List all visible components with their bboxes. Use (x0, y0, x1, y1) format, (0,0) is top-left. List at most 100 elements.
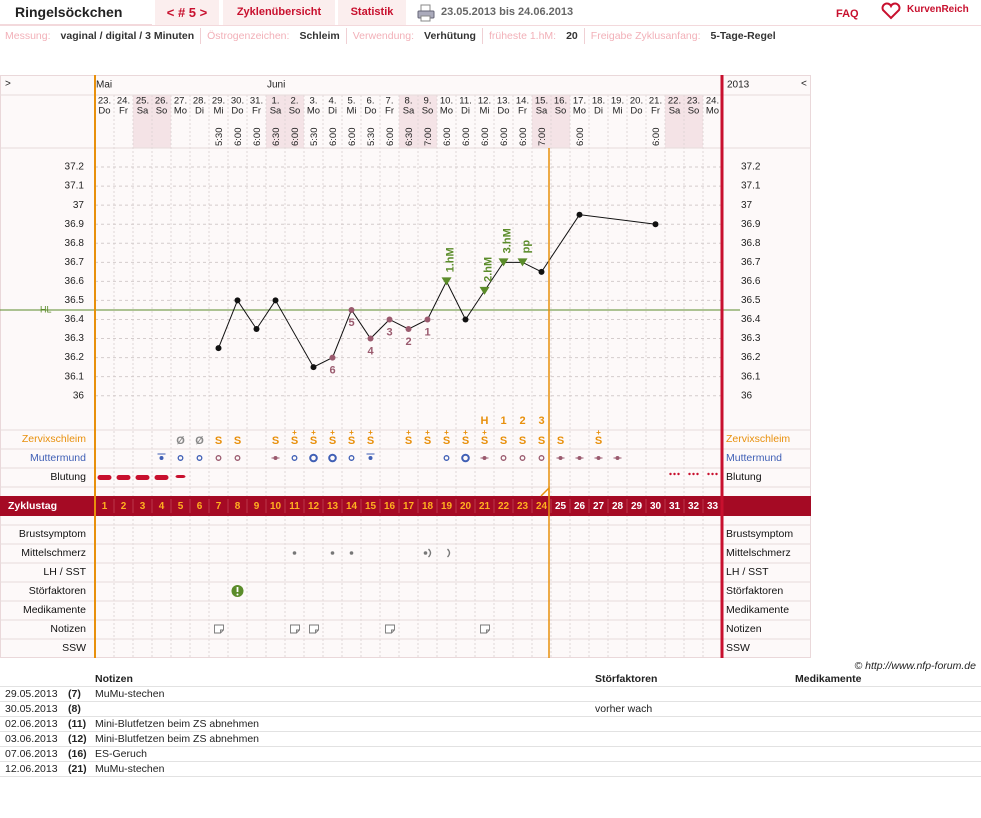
row-label: Zervixschleim (22, 433, 86, 445)
day-weekday: Sa (403, 106, 415, 117)
tab[interactable]: Statistik (338, 0, 406, 25)
row-label-right: Mittelschmerz (726, 547, 791, 559)
cycle-day: 17 (403, 501, 415, 512)
pain-arc (428, 548, 432, 558)
note-text: ES-Geruch (90, 746, 590, 762)
spotting-dot (692, 472, 695, 476)
note-date: 29.05.2013 (0, 686, 63, 702)
note-medication (790, 731, 981, 747)
cervical-sign: S (291, 435, 298, 447)
marker-point (479, 286, 490, 295)
day-weekday: Fr (651, 106, 660, 117)
y-tick-label-right: 36.7 (741, 257, 761, 268)
cycle-day: 14 (346, 501, 358, 512)
day-date: 2. (291, 96, 299, 107)
row-label-right: LH / SST (726, 566, 769, 578)
cervix-symbol (215, 455, 222, 461)
cervix-symbol (291, 455, 298, 461)
temperature-point (367, 335, 374, 342)
cycle-day: 28 (612, 501, 624, 512)
day-weekday: Mo (440, 106, 453, 117)
spotting-dot (715, 472, 718, 476)
y-tick-label: 36.9 (65, 219, 85, 230)
note-icon[interactable] (309, 624, 319, 634)
note-icon[interactable] (214, 624, 224, 634)
notes-row: 07.06.2013 (16) ES-Geruch (0, 746, 981, 762)
temperature-point (462, 316, 469, 323)
row-label: Muttermund (30, 452, 86, 464)
note-icon[interactable] (385, 624, 395, 634)
cycle-day: 20 (460, 501, 472, 512)
day-date: 28. (193, 96, 206, 107)
cervix-symbol (538, 455, 545, 461)
faq-link[interactable]: FAQ (836, 8, 859, 20)
y-tick-label-right: 37.1 (741, 181, 761, 192)
note-cycle-day: (7) (63, 686, 90, 702)
print-icon[interactable] (417, 4, 435, 22)
day-date: 1. (272, 96, 280, 107)
measure-time: 6:00 (252, 128, 263, 147)
weekend-column (684, 95, 703, 148)
day-date: 15. (535, 96, 548, 107)
measure-time: 6:30 (404, 128, 415, 147)
temperature-point (386, 316, 393, 323)
measure-time: 7:00 (423, 128, 434, 147)
day-date: 19. (611, 96, 624, 107)
setting-label: Messung: (5, 30, 51, 42)
logo-heart (881, 2, 901, 20)
row-label-right: Muttermund (726, 452, 782, 464)
temperature-point (234, 297, 241, 304)
row-label-right: Blutung (726, 471, 762, 483)
note-text: Mini-Blutfetzen beim ZS abnehmen (90, 731, 590, 747)
scroll-left[interactable]: > (5, 79, 11, 90)
cervical-plus: + (406, 428, 411, 437)
logo-text[interactable]: KurvenReich (907, 4, 969, 15)
day-date: 30. (231, 96, 244, 107)
setting-label: Östrogenzeichen: (207, 30, 290, 42)
scroll-right[interactable]: < (801, 79, 807, 90)
day-weekday: Do (231, 106, 243, 117)
measure-time: 6:00 (480, 128, 491, 147)
marker-point (498, 258, 509, 267)
cervical-plus: + (482, 428, 487, 437)
cervix-symbol (234, 455, 241, 461)
cervical-plus: + (368, 428, 373, 437)
day-date: 24. (117, 96, 130, 107)
tab[interactable]: Zyklenübersicht (223, 0, 335, 25)
y-tick-label: 36.7 (65, 257, 85, 268)
note-icon[interactable] (290, 624, 300, 634)
cycle-day: 10 (270, 501, 282, 512)
y-tick-label: 36 (73, 390, 85, 401)
row-label: Störfaktoren (29, 585, 86, 597)
cycle-nav[interactable]: < # 5 > (155, 0, 219, 25)
day-date: 3. (310, 96, 318, 107)
y-tick-label-right: 36.2 (741, 352, 761, 363)
note-disturbance (590, 761, 790, 777)
day-weekday: Fr (119, 106, 128, 117)
cervix-symbol (368, 456, 373, 460)
cycle-day: 33 (707, 501, 719, 512)
note-icon[interactable] (480, 624, 490, 634)
y-tick-label: 37.1 (65, 181, 85, 192)
bleeding-symbol (116, 475, 131, 480)
note-medication (790, 701, 981, 717)
cervix-symbol (443, 455, 450, 461)
measure-time: 5:30 (214, 128, 225, 147)
day-weekday: Fr (252, 106, 261, 117)
y-tick-label-right: 37.2 (741, 162, 761, 173)
setting-value: 20 (566, 30, 578, 42)
cervical-sign: S (329, 435, 336, 447)
cervix-symbol (309, 453, 318, 463)
cycle-day: 31 (669, 501, 681, 512)
day-weekday: So (156, 106, 168, 117)
measure-time: 5:30 (366, 128, 377, 147)
cervical-plus: + (596, 428, 601, 437)
day-date: 6. (367, 96, 375, 107)
setting-value: Schleim (299, 30, 340, 42)
note-medication (790, 716, 981, 732)
cycle-day: 11 (289, 501, 300, 512)
day-date: 24. (706, 96, 719, 107)
marker-label: 2.hM (482, 257, 494, 282)
header-rule (0, 25, 981, 26)
